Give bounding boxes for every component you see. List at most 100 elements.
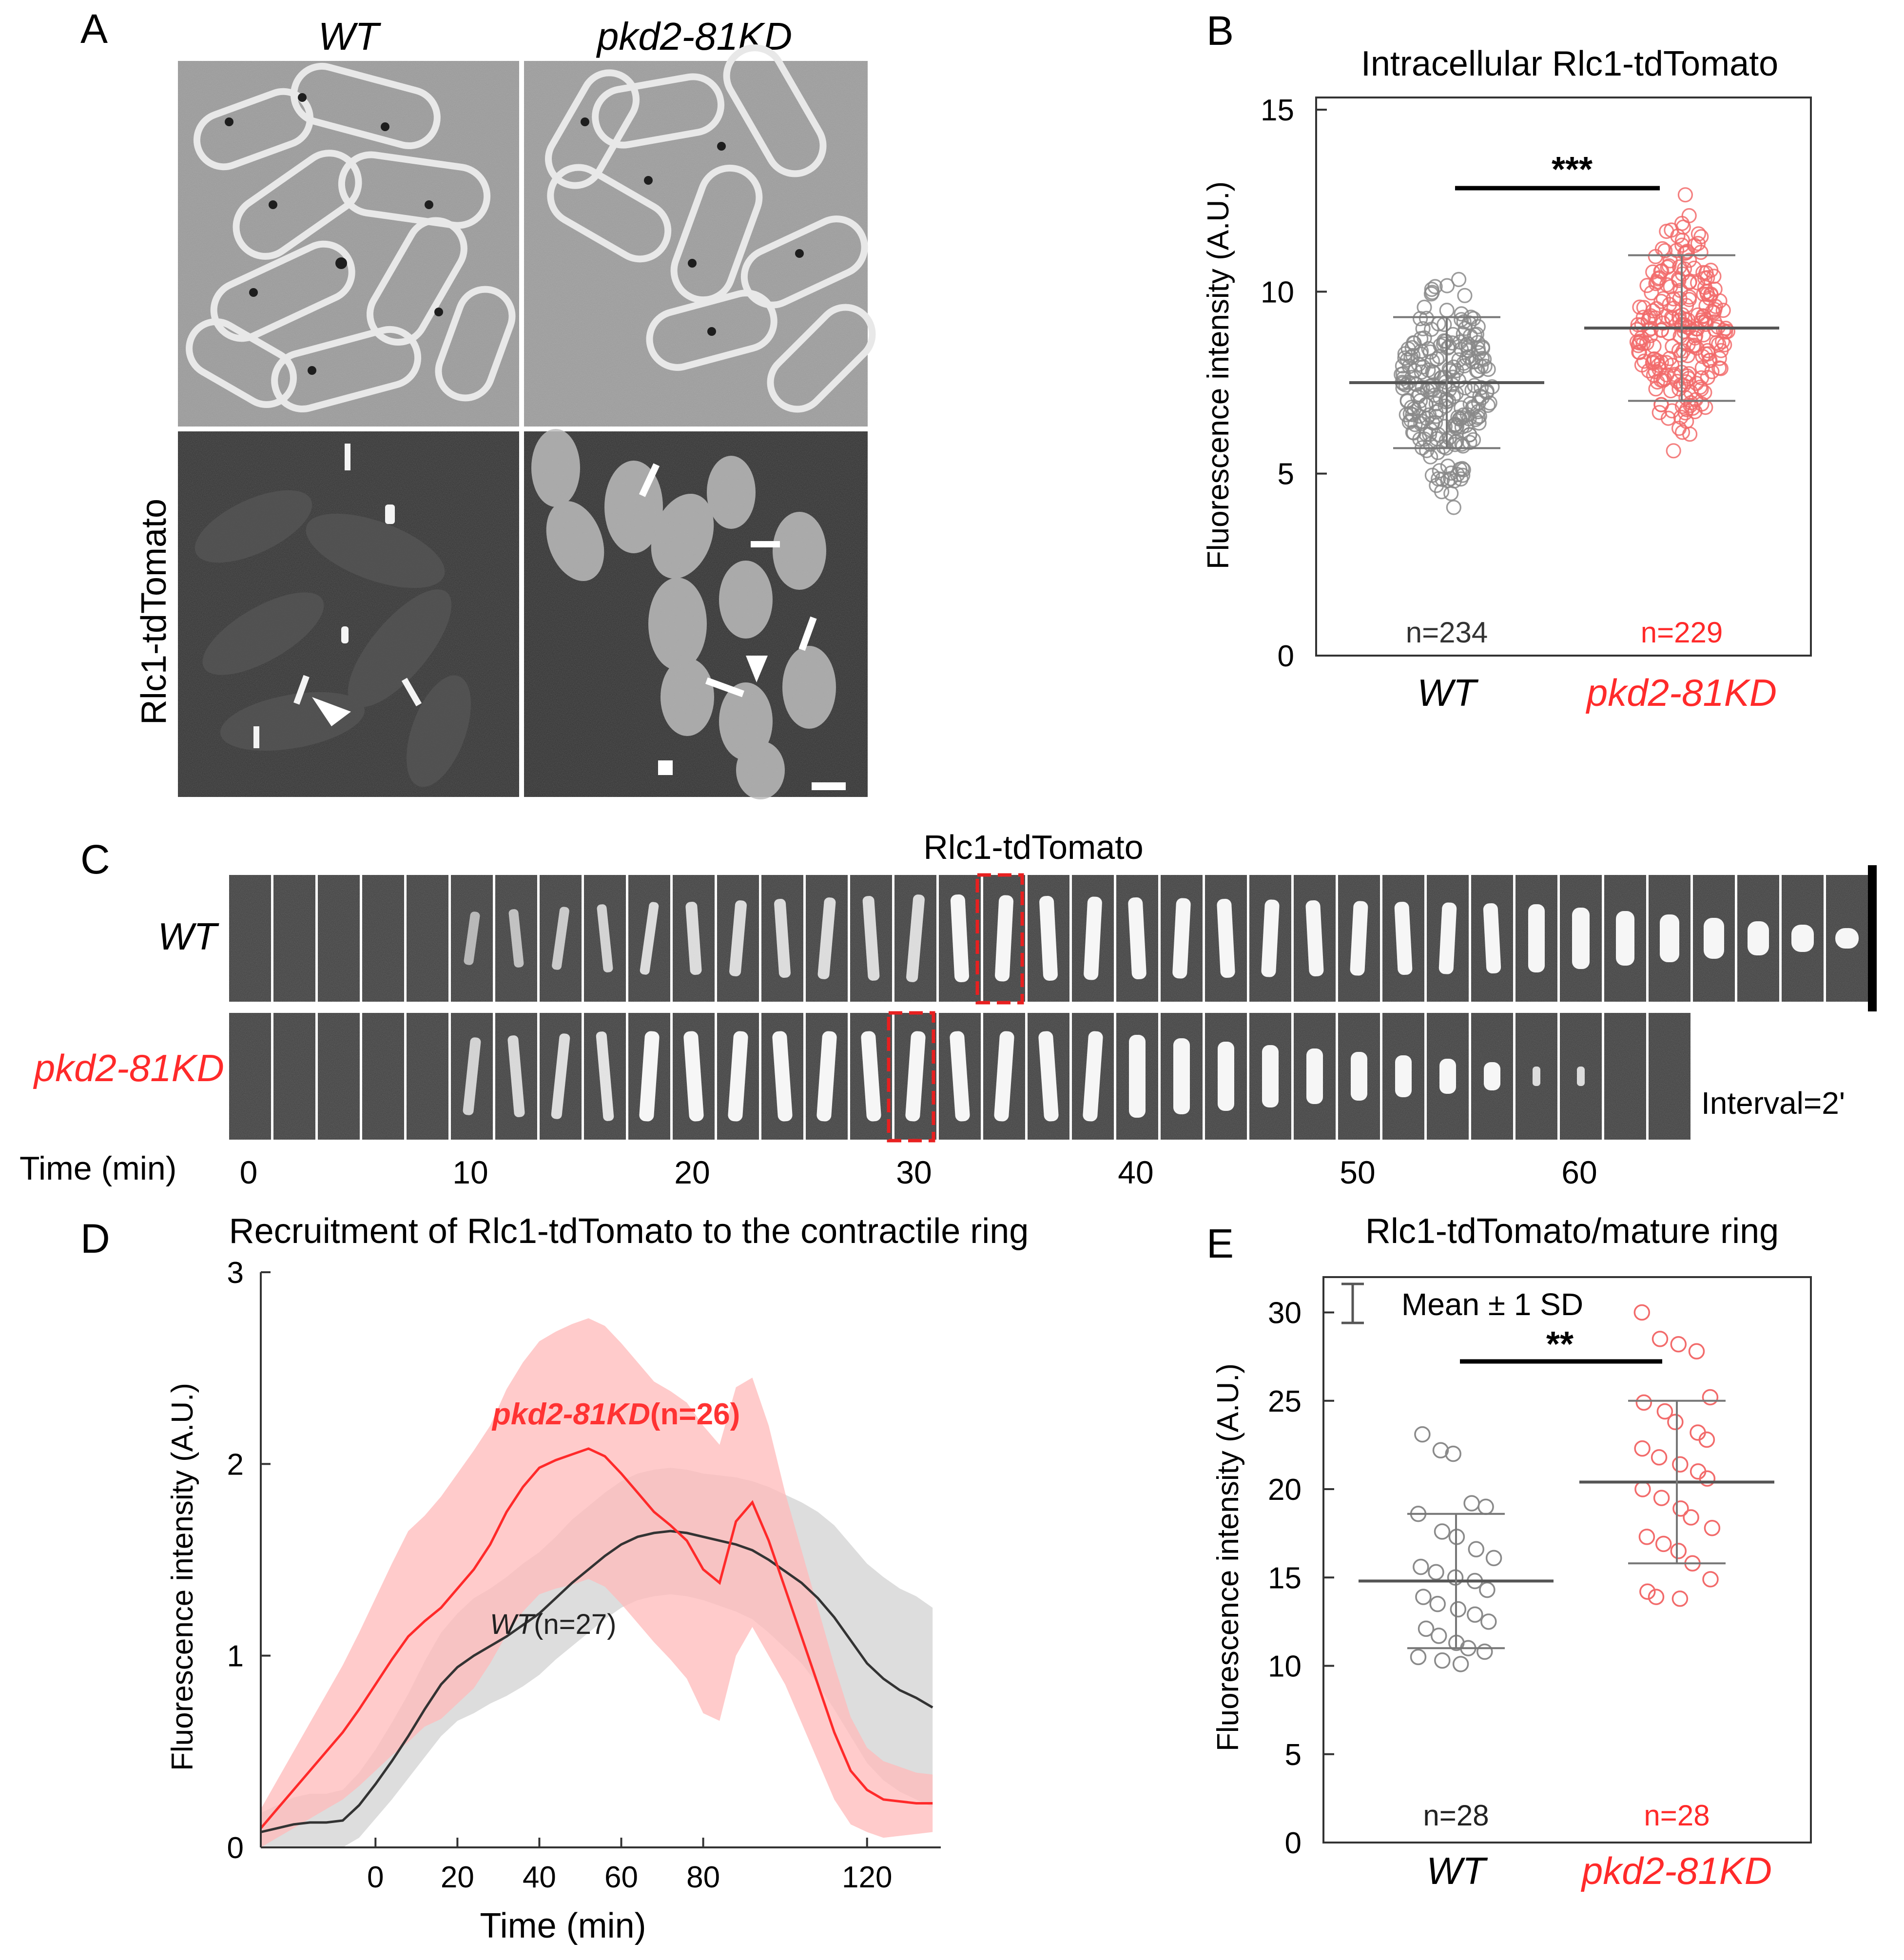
montage-wt-frame-noise <box>229 875 271 1002</box>
chart-e-stats <box>1359 1401 1774 1649</box>
chart-e-point-pkd2 <box>1636 1395 1651 1410</box>
chart-e-point-wt <box>1481 1614 1496 1629</box>
chart-e-point-pkd2 <box>1635 1441 1650 1456</box>
chart-b-point-pkd2 <box>1660 225 1673 238</box>
chart-e-point-wt <box>1478 1499 1493 1514</box>
chart-e-legend: Mean ± 1 SD <box>1341 1284 1583 1323</box>
montage-wt <box>229 875 1868 1002</box>
montage-wt-frame-noise <box>407 875 448 1002</box>
chart-e-point-pkd2 <box>1671 1337 1686 1352</box>
chart-b-point-pkd2 <box>1667 444 1680 458</box>
montage-wt-ring <box>1791 925 1814 952</box>
chart-e-point-wt <box>1446 1447 1460 1461</box>
chart-e-point-pkd2 <box>1656 1536 1671 1551</box>
chart-b-ylabel: Fluorescence intensity (A.U.) <box>1202 181 1235 569</box>
chart-e-point-wt <box>1414 1560 1428 1574</box>
panel-c-title: Rlc1-tdTomato <box>923 828 1143 866</box>
chart-d-xtick-label: 40 <box>523 1861 556 1894</box>
chart-b-point-wt <box>1452 272 1466 286</box>
montage-pkd2-frame-noise <box>1604 1013 1646 1140</box>
panel-letter-d: D <box>80 1216 110 1261</box>
chart-e-legend-text: Mean ± 1 SD <box>1401 1287 1583 1322</box>
chart-e-point-pkd2 <box>1653 1332 1668 1346</box>
montage-wt-frame-noise <box>318 875 360 1002</box>
montage-pkd2-ring <box>1439 1059 1456 1094</box>
chart-e-point-pkd2 <box>1668 1415 1683 1429</box>
chart-d-label-wt-name: WT <box>490 1609 536 1640</box>
chart-e-point-wt <box>1430 1597 1445 1611</box>
panel-c-tick-label: 40 <box>1118 1154 1153 1190</box>
montage-pkd2-ring <box>1218 1042 1234 1111</box>
chart-e-point-pkd2 <box>1639 1530 1654 1544</box>
chart-e-ytick-label: 0 <box>1285 1826 1302 1860</box>
chart-d-xtick-label: 20 <box>441 1861 474 1894</box>
chart-b-n-pkd2: n=229 <box>1641 616 1723 649</box>
montage-wt-ring <box>1616 911 1634 966</box>
panel-d: D Recruitment of Rlc1-tdTomato to the co… <box>80 1212 1029 1945</box>
chart-e-point-wt <box>1469 1542 1483 1556</box>
panel-c-time-label: Time (min) <box>19 1150 176 1187</box>
chart-e-point-wt <box>1429 1565 1443 1579</box>
chart-b-point-wt <box>1447 501 1460 514</box>
chart-b-point-wt <box>1471 320 1485 333</box>
chart-b-ytick-label: 15 <box>1261 94 1294 127</box>
chart-e-ytick-label: 5 <box>1285 1738 1302 1772</box>
chart-d-label-wt: WT(n=27) <box>490 1609 616 1640</box>
montage-pkd2-frame-noise <box>362 1013 404 1140</box>
image-brightfield-pkd2 <box>524 38 883 427</box>
chart-b-point-wt <box>1440 304 1454 317</box>
montage-pkd2-ring <box>1129 1035 1146 1118</box>
chart-e-point-pkd2 <box>1703 1390 1717 1405</box>
chart-e-ytick-label: 10 <box>1268 1650 1302 1684</box>
montage-wt-ring <box>1835 928 1859 949</box>
chart-e-point-pkd2 <box>1654 1491 1669 1505</box>
chart-e-point-wt <box>1415 1427 1430 1442</box>
panel-a: A WT pkd2-81KD Rlc1-tdTomato <box>80 6 883 799</box>
chart-e-sig-stars: ** <box>1546 1325 1574 1364</box>
interval-label: Interval=2' <box>1701 1086 1845 1121</box>
panel-letter-b: B <box>1206 8 1234 54</box>
panel-c-tick-label: 20 <box>674 1154 710 1190</box>
chart-d-label-wt-n: (n=27) <box>534 1609 616 1640</box>
chart-e-point-pkd2 <box>1705 1521 1719 1535</box>
chart-b-points <box>1395 188 1735 514</box>
chart-d-xtick-label: 60 <box>604 1861 638 1894</box>
chart-e-point-wt <box>1464 1496 1479 1511</box>
panel-e: E Rlc1-tdTomato/mature ring Fluorescence… <box>1206 1212 1811 1892</box>
chart-e-point-wt <box>1480 1583 1495 1597</box>
chart-e-point-wt <box>1454 1657 1468 1671</box>
chart-e-ytick-label: 15 <box>1268 1561 1302 1595</box>
chart-e-ytick-label: 20 <box>1268 1473 1302 1507</box>
panel-c-tick-label: 50 <box>1340 1154 1375 1190</box>
col-label-wt: WT <box>318 15 382 58</box>
panel-c-tick-label: 30 <box>896 1154 932 1190</box>
chart-b-ytick-label: 0 <box>1278 640 1294 673</box>
panel-b: B Intracellular Rlc1-tdTomato Fluorescen… <box>1202 8 1811 714</box>
image-fluor-pkd2 <box>524 429 868 799</box>
scale-bar-a <box>812 782 846 790</box>
chart-d-ytick-label: 2 <box>227 1448 244 1481</box>
montage-pkd2-ring <box>1306 1048 1323 1104</box>
montage-pkd2-frame-noise <box>229 1013 271 1140</box>
montage-wt-frame-noise <box>362 875 404 1002</box>
chart-e-point-pkd2 <box>1673 1457 1688 1472</box>
panel-letter-a: A <box>80 6 108 52</box>
chart-e-ylabel: Fluorescence intensity (A.U.) <box>1211 1363 1245 1751</box>
chart-e-title: Rlc1-tdTomato/mature ring <box>1365 1212 1779 1251</box>
chart-e-point-pkd2 <box>1703 1572 1718 1587</box>
panel-c-row-wt: WT <box>158 915 220 958</box>
chart-b-point-wt <box>1458 289 1472 302</box>
chart-e-point-pkd2 <box>1652 1450 1667 1465</box>
chart-e-point-wt <box>1435 1653 1450 1668</box>
chart-d-ytick-label: 3 <box>227 1256 244 1290</box>
chart-e-ytick-label: 25 <box>1268 1385 1302 1418</box>
chart-e-point-pkd2 <box>1673 1501 1688 1516</box>
chart-e-point-wt <box>1468 1607 1482 1622</box>
chart-b-point-wt <box>1444 486 1458 500</box>
chart-d-ytick-label: 1 <box>227 1640 244 1673</box>
montage-pkd2-ring <box>1395 1055 1412 1097</box>
chart-d-ytick-label: 0 <box>227 1831 244 1865</box>
panel-c-time-ticks: 0 10 20 30 40 50 60 <box>240 1154 1597 1190</box>
chart-e-point-wt <box>1432 1629 1446 1643</box>
chart-e-point-wt <box>1435 1524 1450 1539</box>
